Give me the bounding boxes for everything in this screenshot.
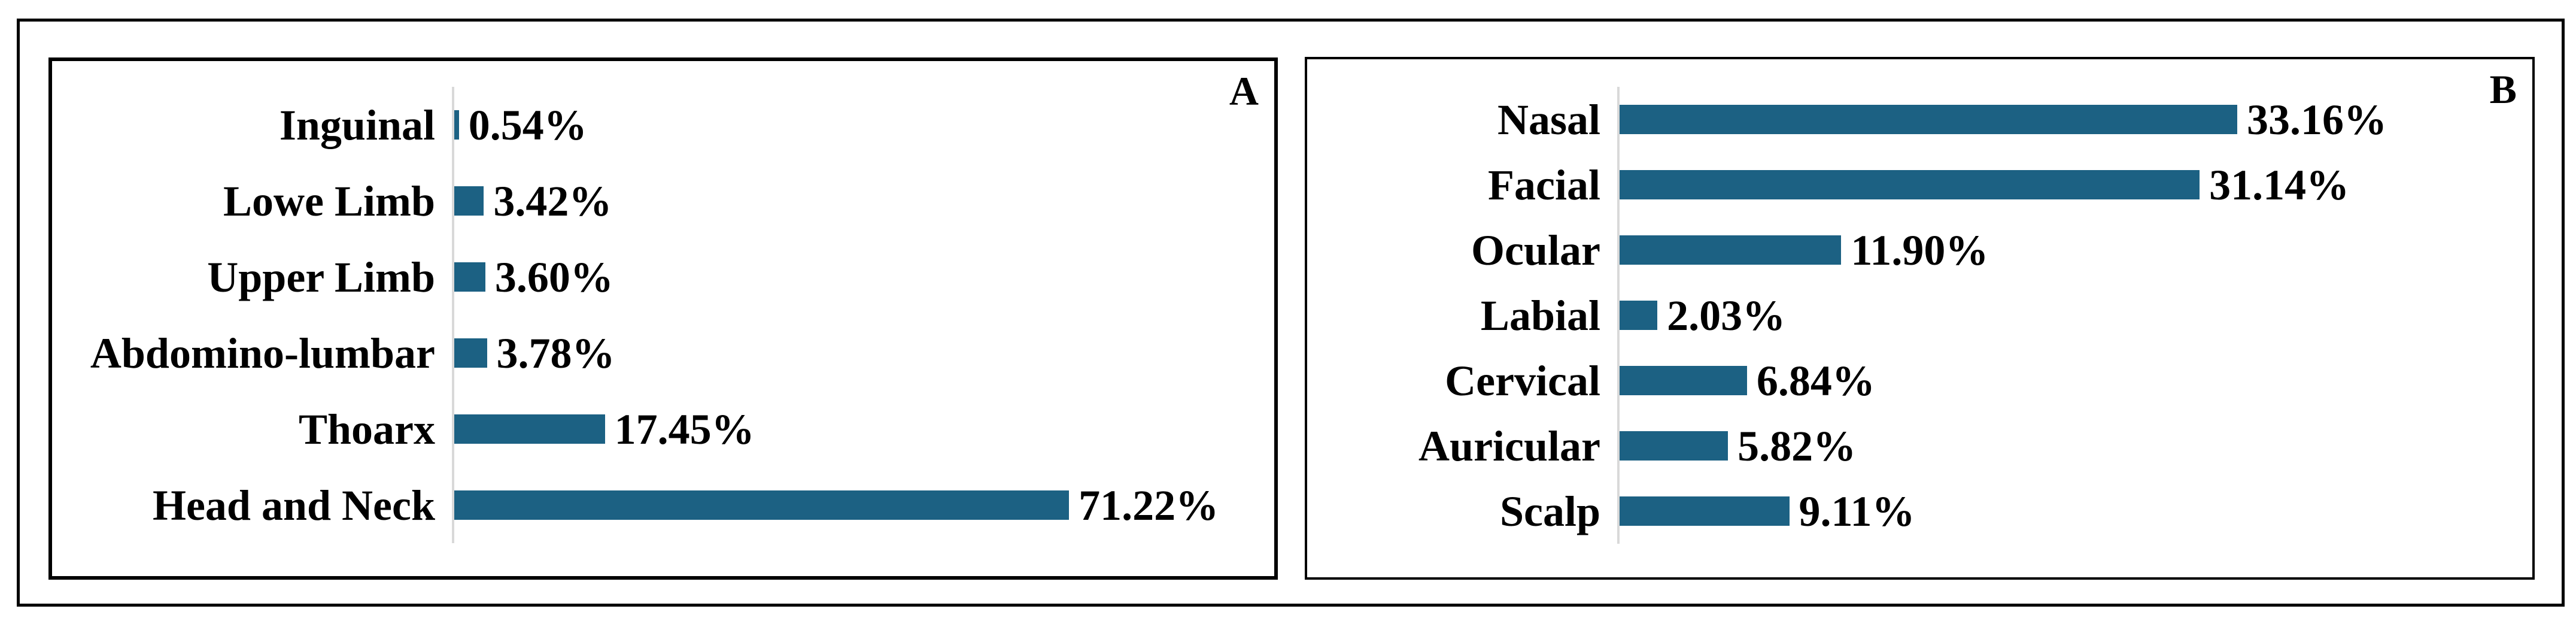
- category-label: Lowe Limb: [223, 177, 435, 225]
- bar-row: Abdomino-lumbar 3.78%: [52, 315, 1274, 391]
- bar: [454, 338, 487, 368]
- plot-area: 3.78%: [452, 315, 1274, 391]
- category-label: Thoarx: [298, 405, 435, 453]
- bar-row: Lowe Limb 3.42%: [52, 163, 1274, 239]
- bar-row: Thoarx 17.45%: [52, 391, 1274, 467]
- plot-area: 0.54%: [452, 87, 1274, 163]
- category-label: Labial: [1480, 291, 1600, 340]
- bar: [454, 262, 485, 292]
- plot-area: 6.84%: [1617, 348, 2532, 413]
- bar: [1620, 366, 1747, 395]
- panel-a-letter: A: [1229, 68, 1259, 114]
- plot-area: 3.42%: [452, 163, 1274, 239]
- panel-b: B Nasal 33.16% Facial 31.14%: [1305, 57, 2535, 580]
- bar: [1620, 496, 1790, 526]
- bar-row: Upper Limb 3.60%: [52, 239, 1274, 315]
- category-label: Ocular: [1471, 226, 1600, 274]
- bar-row: Head and Neck 71.22%: [52, 467, 1274, 543]
- bar-chart-a: Inguinal 0.54% Lowe Limb 3.42% Upper: [52, 87, 1274, 543]
- bar-row: Nasal 33.16%: [1307, 87, 2532, 152]
- category-label: Auricular: [1418, 422, 1600, 470]
- plot-area: 71.22%: [452, 467, 1274, 543]
- bar-row: Auricular 5.82%: [1307, 413, 2532, 478]
- value-label: 3.78%: [496, 329, 615, 377]
- panel-a: A Inguinal 0.54% Lowe Limb 3.42%: [48, 57, 1278, 580]
- bar-row: Ocular 11.90%: [1307, 217, 2532, 283]
- panel-b-letter: B: [2489, 66, 2517, 112]
- bar: [454, 186, 484, 216]
- plot-area: 3.60%: [452, 239, 1274, 315]
- category-label: Inguinal: [279, 101, 435, 149]
- category-label: Cervical: [1445, 356, 1600, 405]
- bar-row: Facial 31.14%: [1307, 152, 2532, 217]
- value-label: 3.60%: [494, 253, 613, 301]
- bar: [454, 414, 605, 444]
- category-label: Upper Limb: [207, 253, 435, 301]
- y-axis-line: [1617, 87, 1620, 544]
- value-label: 11.90%: [1851, 226, 1989, 274]
- value-label: 17.45%: [614, 405, 755, 453]
- plot-area: 9.11%: [1617, 478, 2532, 544]
- bar-row: Cervical 6.84%: [1307, 348, 2532, 413]
- plot-area: 5.82%: [1617, 413, 2532, 478]
- bar: [1620, 235, 1842, 265]
- plot-area: 17.45%: [452, 391, 1274, 467]
- plot-area: 11.90%: [1617, 217, 2532, 283]
- bar: [454, 490, 1070, 520]
- plot-area: 31.14%: [1617, 152, 2532, 217]
- bar: [1620, 105, 2238, 134]
- category-label: Abdomino-lumbar: [90, 329, 435, 377]
- bar: [1620, 301, 1658, 330]
- value-label: 31.14%: [2209, 160, 2350, 209]
- figure-frame: A Inguinal 0.54% Lowe Limb 3.42%: [17, 19, 2565, 607]
- bar: [1620, 431, 1729, 461]
- y-axis-line: [452, 87, 454, 543]
- category-label: Head and Neck: [152, 481, 435, 529]
- bar-row: Labial 2.03%: [1307, 283, 2532, 348]
- bar-row: Inguinal 0.54%: [52, 87, 1274, 163]
- value-label: 71.22%: [1079, 481, 1219, 529]
- value-label: 2.03%: [1667, 291, 1786, 340]
- value-label: 3.42%: [493, 177, 612, 225]
- value-label: 9.11%: [1799, 487, 1915, 535]
- value-label: 5.82%: [1737, 422, 1857, 470]
- category-label: Facial: [1488, 160, 1600, 209]
- value-label: 0.54%: [468, 101, 587, 149]
- category-label: Nasal: [1497, 95, 1600, 144]
- category-label: Scalp: [1499, 487, 1600, 535]
- bar-row: Scalp 9.11%: [1307, 478, 2532, 544]
- plot-area: 2.03%: [1617, 283, 2532, 348]
- value-label: 6.84%: [1756, 356, 1875, 405]
- bar-chart-b: Nasal 33.16% Facial 31.14% Ocular: [1307, 87, 2532, 544]
- bar: [454, 110, 459, 140]
- value-label: 33.16%: [2247, 95, 2387, 144]
- bar: [1620, 170, 2200, 199]
- plot-area: 33.16%: [1617, 87, 2532, 152]
